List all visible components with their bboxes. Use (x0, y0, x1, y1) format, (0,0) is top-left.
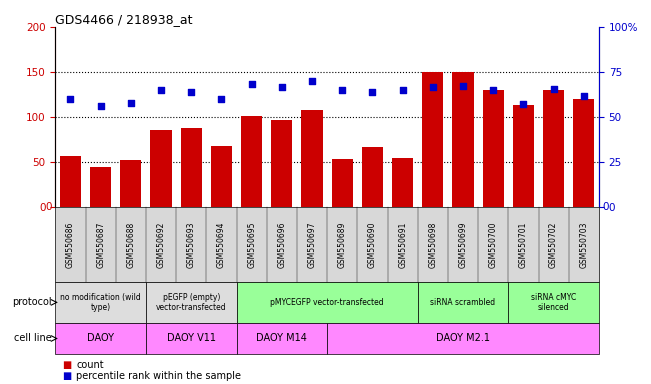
Text: GSM550700: GSM550700 (489, 222, 498, 268)
Point (458, 83, 468, 89)
Bar (60, 156, 81, 207)
Text: DAOY V11: DAOY V11 (167, 333, 215, 344)
Text: GSM550690: GSM550690 (368, 222, 377, 268)
Bar (452, 72, 473, 207)
Text: GSM550695: GSM550695 (247, 222, 256, 268)
Bar (331, 159, 353, 207)
Text: GSM550688: GSM550688 (126, 222, 135, 268)
Text: GSM550697: GSM550697 (307, 222, 316, 268)
Text: GSM550696: GSM550696 (277, 222, 286, 268)
Point (126, 99, 136, 106)
Text: no modification (wild
type): no modification (wild type) (61, 293, 141, 312)
Text: ■: ■ (62, 360, 71, 370)
Text: siRNA cMYC
silenced: siRNA cMYC silenced (531, 293, 576, 312)
Point (247, 81, 257, 87)
Text: GSM550687: GSM550687 (96, 222, 105, 268)
Bar (482, 90, 504, 207)
Point (307, 78, 317, 84)
Point (488, 87, 499, 93)
Text: pMYCEGFP vector-transfected: pMYCEGFP vector-transfected (270, 298, 384, 307)
Bar (422, 72, 443, 207)
Text: GDS4466 / 218938_at: GDS4466 / 218938_at (55, 13, 193, 26)
Text: GSM550699: GSM550699 (458, 222, 467, 268)
Text: cell line: cell line (14, 333, 52, 344)
Bar (241, 116, 262, 207)
Text: siRNA scrambled: siRNA scrambled (430, 298, 495, 307)
Bar (211, 146, 232, 207)
Text: GSM550689: GSM550689 (338, 222, 347, 268)
Bar (543, 90, 564, 207)
Point (428, 84, 438, 90)
Text: percentile rank within the sample: percentile rank within the sample (76, 371, 241, 381)
Text: GSM550691: GSM550691 (398, 222, 407, 268)
Bar (271, 120, 292, 207)
Point (96, 103, 106, 109)
Text: 0: 0 (602, 202, 609, 212)
Point (518, 101, 529, 107)
Text: GSM550703: GSM550703 (579, 222, 589, 268)
Point (156, 87, 166, 93)
Text: DAOY M14: DAOY M14 (256, 333, 307, 344)
Point (367, 89, 378, 95)
Text: pEGFP (empty)
vector-transfected: pEGFP (empty) vector-transfected (156, 293, 227, 312)
Text: DAOY M2.1: DAOY M2.1 (436, 333, 490, 344)
Point (186, 89, 197, 95)
Point (397, 87, 408, 93)
Point (277, 84, 287, 90)
Bar (181, 128, 202, 207)
Text: DAOY: DAOY (87, 333, 114, 344)
Text: ■: ■ (62, 371, 71, 381)
Bar (120, 161, 141, 207)
Text: GSM550692: GSM550692 (156, 222, 165, 268)
Text: GSM550701: GSM550701 (519, 222, 528, 268)
Text: GSM550686: GSM550686 (66, 222, 75, 268)
Text: GSM550702: GSM550702 (549, 222, 558, 268)
Point (65, 96, 76, 102)
Bar (301, 110, 323, 207)
Bar (513, 105, 534, 207)
Bar (150, 130, 172, 207)
Point (548, 86, 559, 92)
Bar (90, 167, 111, 207)
Bar (362, 147, 383, 207)
Text: GSM550698: GSM550698 (428, 222, 437, 268)
Point (337, 87, 348, 93)
Bar (392, 158, 413, 207)
Point (216, 96, 227, 102)
Point (579, 93, 589, 99)
Text: 0: 0 (46, 202, 52, 212)
Text: GSM550694: GSM550694 (217, 222, 226, 268)
Text: protocol: protocol (12, 297, 52, 308)
Text: GSM550693: GSM550693 (187, 222, 196, 268)
Text: count: count (76, 360, 104, 370)
Bar (574, 99, 594, 207)
